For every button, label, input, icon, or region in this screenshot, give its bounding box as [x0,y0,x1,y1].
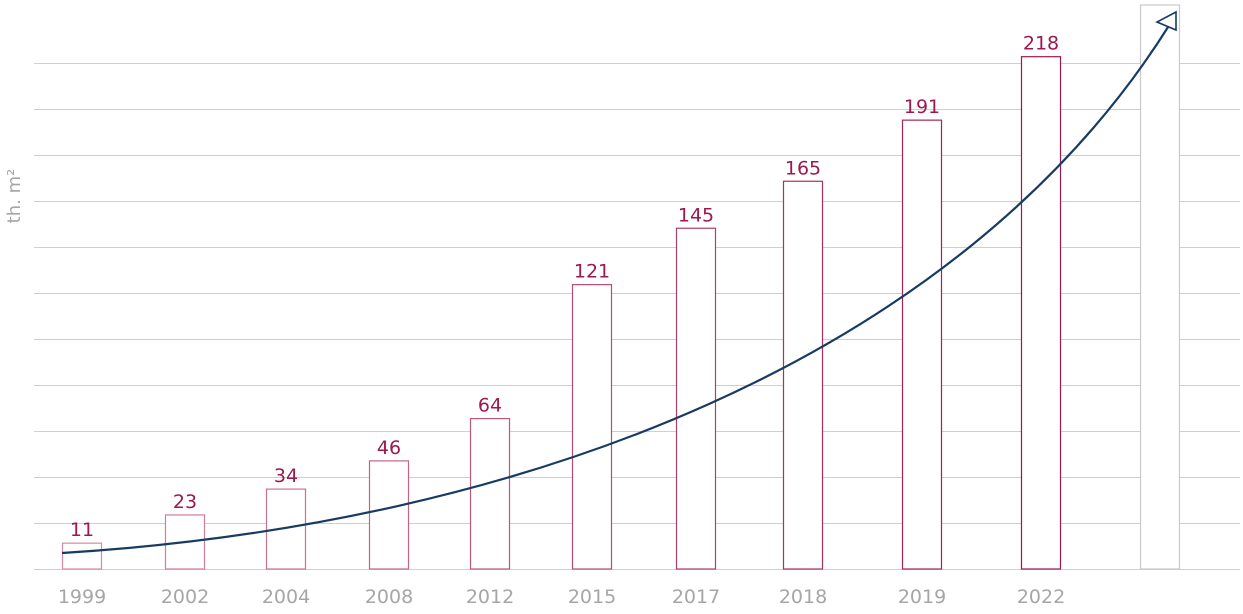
x-tick-2015: 2015 [568,586,616,608]
bar-2015 [571,284,613,570]
trend-arrowhead [1155,10,1177,32]
value-labels: 11 23 34 46 64 121 145 165 191 218 [70,33,1059,541]
y-axis-label: th. m² [4,169,25,224]
x-tick-2022: 2022 [1017,586,1065,608]
bar-2018 [782,180,824,570]
growth-trend-arrow [61,23,1171,555]
x-tick-2012: 2012 [466,586,514,608]
x-tick-2019: 2019 [898,586,946,608]
value-label-2008: 46 [377,437,401,459]
bar-1999 [61,542,103,570]
value-label-2017: 145 [678,204,714,226]
x-tick-2004: 2004 [262,586,310,608]
value-label-2004: 34 [274,465,298,487]
value-label-2019: 191 [904,96,940,118]
x-tick-1999: 1999 [58,586,106,608]
x-tick-2008: 2008 [365,586,413,608]
bars [61,56,1062,570]
value-label-2018: 165 [785,157,821,179]
bar-2019 [901,119,943,570]
x-tick-2017: 2017 [672,586,720,608]
value-label-2015: 121 [574,261,610,283]
value-label-2002: 23 [173,491,197,513]
value-label-2022: 218 [1023,33,1059,55]
x-tick-labels: 1999 2002 2004 2008 2012 2015 2017 2018 2019 2022 [58,586,1065,608]
value-label-2012: 64 [478,395,502,417]
bar-2022 [1020,56,1062,570]
future-growth-bar [1139,4,1181,570]
bar-2012 [469,418,511,570]
bar-2017 [675,227,717,570]
bar-2008 [368,460,410,570]
value-label-1999: 11 [70,519,94,541]
x-tick-2018: 2018 [779,586,827,608]
x-tick-2002: 2002 [161,586,209,608]
